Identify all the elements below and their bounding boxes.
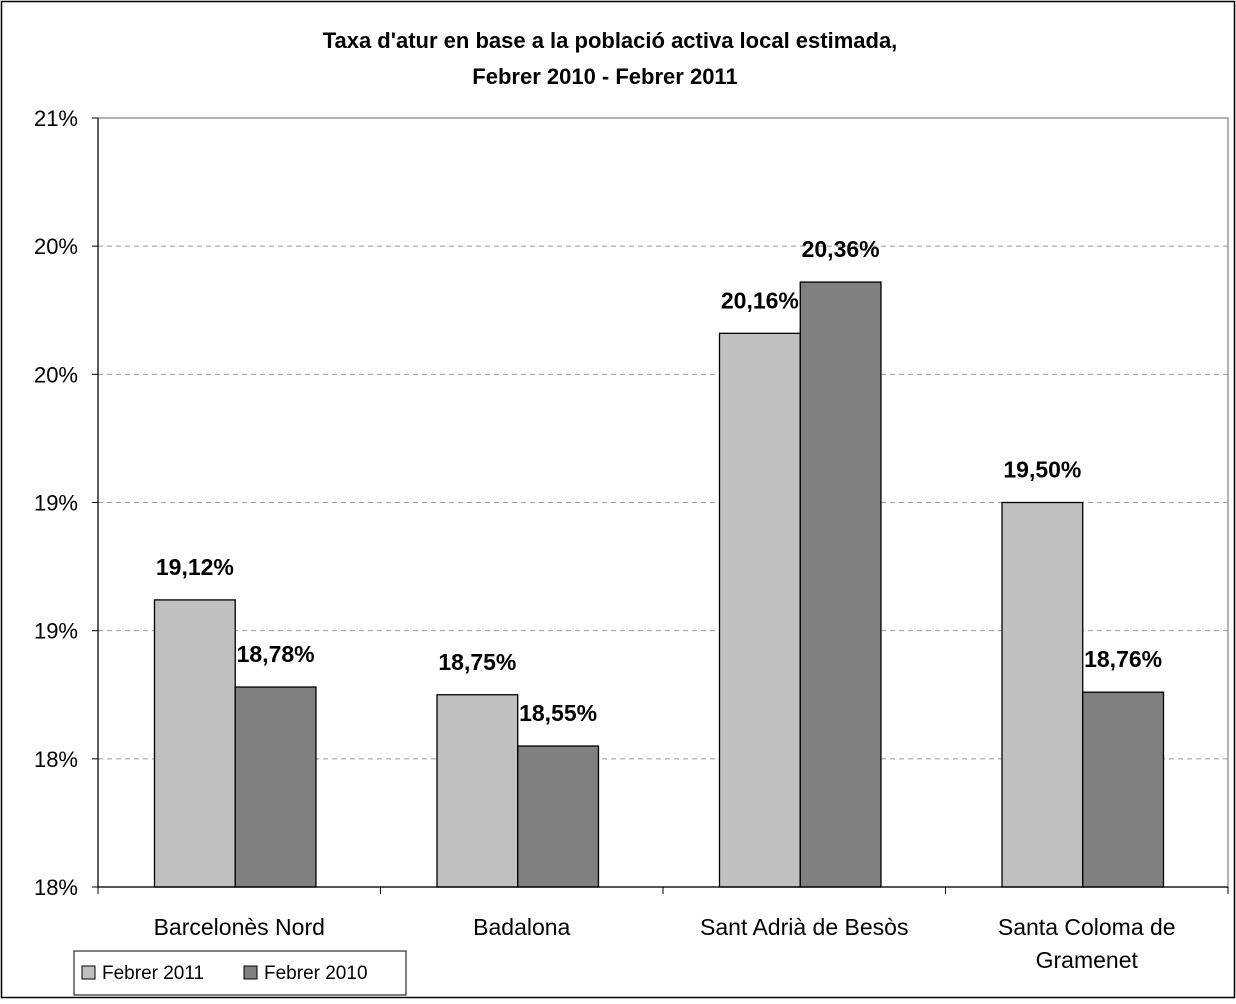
legend-label-febrer-2011: Febrer 2011 — [102, 963, 204, 984]
x-tick-label-line: Gramenet — [1036, 947, 1139, 973]
data-label: 20,16% — [721, 287, 799, 313]
y-tick-label: 18% — [34, 875, 78, 900]
data-labels: 19,12% 18,75% 20,16% 19,50% 18,78% 18,55% 20,3… — [156, 236, 1162, 726]
x-axis: Barcelonès Nord Badalona Sant Adrià de Bes… — [97, 886, 1229, 973]
x-tick-label-line: Sant Adrià de Besòs — [700, 914, 908, 940]
y-tick-label: 19% — [34, 619, 78, 644]
bar — [436, 694, 519, 888]
data-label: 18,75% — [438, 649, 516, 675]
y-tick-label: 19% — [34, 491, 78, 516]
legend-label-febrer-2010: Febrer 2010 — [264, 963, 368, 984]
bar — [799, 281, 882, 888]
legend: Febrer 2011 Febrer 2010 — [73, 950, 407, 996]
legend-swatch-febrer-2010 — [243, 965, 258, 980]
data-label: 18,76% — [1084, 646, 1162, 672]
y-tick-label: 21% — [34, 106, 78, 131]
data-label: 19,12% — [156, 554, 234, 580]
y-tick-label: 18% — [34, 747, 78, 772]
chart-subtitle: Febrer 2010 - Febrer 2011 — [472, 64, 737, 89]
data-label: 19,50% — [1003, 457, 1081, 483]
y-tick-label: 20% — [34, 362, 78, 387]
data-label: 18,55% — [519, 700, 597, 726]
bar — [1082, 691, 1165, 888]
chart-title: Taxa d'atur en base a la població activa… — [323, 28, 898, 53]
x-tick-label: Barcelonès Nord — [154, 914, 325, 940]
x-tick-label-line: Barcelonès Nord — [154, 914, 325, 940]
bar — [718, 332, 801, 888]
x-tick-label-line: Santa Coloma de — [998, 914, 1176, 940]
bar — [1001, 501, 1084, 888]
bar — [517, 745, 600, 888]
x-tick-label: Sant Adrià de Besòs — [700, 914, 908, 940]
bar — [153, 599, 236, 888]
x-tick-label: Santa Coloma de Gramenet — [998, 914, 1176, 973]
data-label: 20,36% — [802, 236, 880, 262]
data-label: 18,78% — [237, 641, 315, 667]
legend-box — [73, 950, 407, 996]
y-axis: 18% 18% 19% 19% 20% 20% 21% — [34, 106, 99, 900]
y-tick-label: 20% — [34, 234, 78, 259]
x-tick-label-line: Badalona — [473, 914, 570, 940]
legend-swatch-febrer-2011 — [81, 965, 96, 980]
bar — [234, 686, 317, 888]
x-tick-label: Badalona — [473, 914, 570, 940]
